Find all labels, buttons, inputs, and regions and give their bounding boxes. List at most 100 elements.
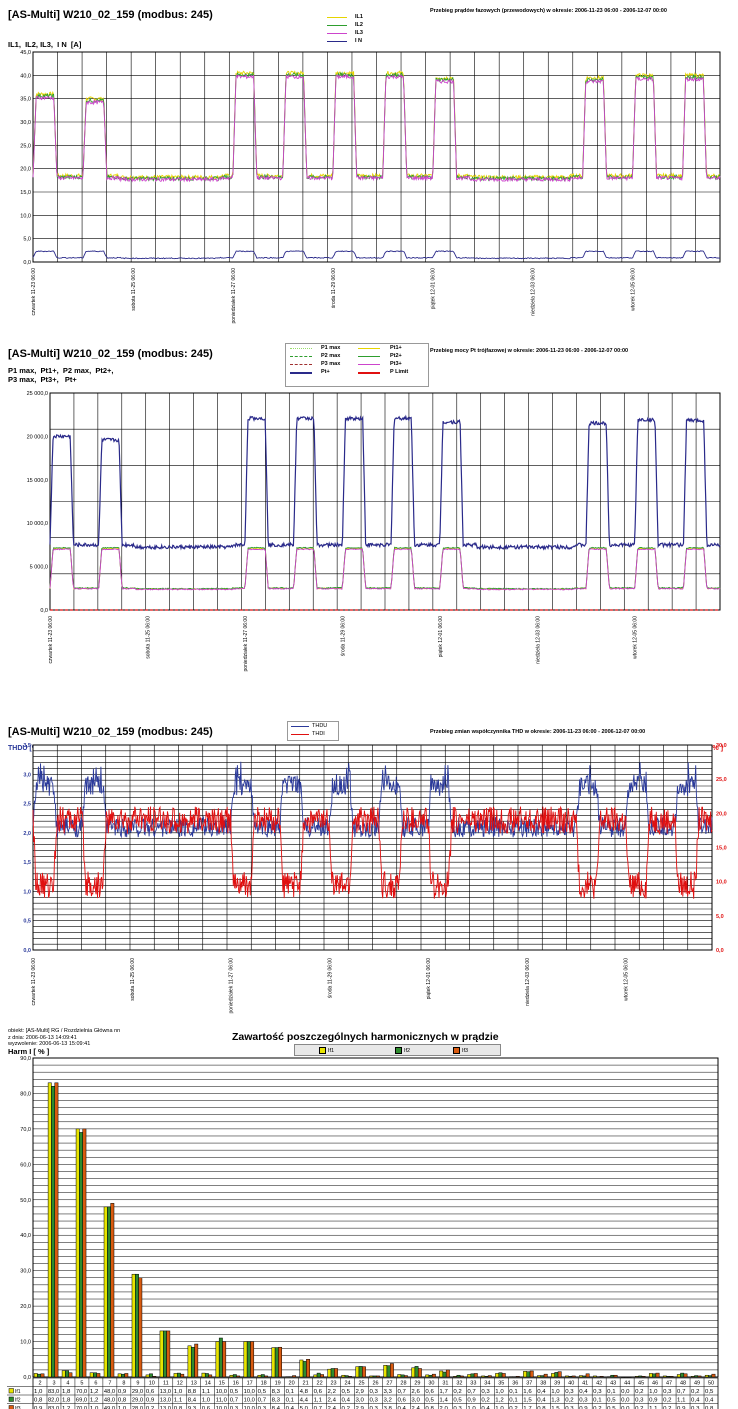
table-cell-value: 70,0	[76, 1406, 87, 1409]
y-axis-label: P1 max, Pt1+, P2 max, Pt2+, P3 max, Pt3+…	[8, 366, 114, 384]
bar-if2	[149, 1373, 153, 1378]
table-cell-value: 2,9	[356, 1406, 365, 1409]
bar-if1	[299, 1359, 304, 1378]
bar-if1	[341, 1374, 346, 1378]
table-cell-value: 1,7	[523, 1406, 532, 1409]
bar-if3	[208, 1374, 213, 1378]
table-cell-value: 83,0	[48, 1406, 59, 1409]
harmonic-order-label: 12	[177, 1381, 183, 1387]
bar-if3	[194, 1343, 199, 1378]
harmonic-order-label: 45	[638, 1381, 644, 1387]
bar-if3	[320, 1374, 324, 1378]
table-cell-value: 2,2	[328, 1389, 337, 1395]
bar-if2	[121, 1373, 125, 1378]
table-cell-value: 0,7	[397, 1389, 406, 1395]
table-cell-value: 3,0	[356, 1398, 365, 1404]
table-cell-value: 0,0	[621, 1398, 630, 1404]
bar-if2	[204, 1373, 209, 1378]
table-cell-value: 1,1	[314, 1398, 323, 1404]
table-cell-value: 0,6	[202, 1406, 211, 1409]
bar-if3	[138, 1277, 143, 1378]
table-cell-value: 0,2	[593, 1406, 602, 1409]
harmonic-order-label: 42	[596, 1381, 602, 1387]
table-cell-value: 48,0	[104, 1389, 115, 1395]
bar-if1	[509, 1376, 514, 1378]
y-tick-label: 5,0	[23, 237, 31, 243]
harmonic-order-label: 43	[610, 1381, 616, 1387]
legend-label: P1 max	[321, 345, 341, 351]
table-cell-value: 0,2	[146, 1406, 155, 1409]
bar-if3	[376, 1375, 380, 1378]
chart-subtitle: Przebieg zmian współczynnika THD w okres…	[430, 729, 646, 735]
table-cell-value: 0,7	[314, 1406, 323, 1409]
table-cell-value: 0,9	[677, 1406, 686, 1409]
bar-if1	[257, 1374, 262, 1378]
legend-label: Pt2+	[390, 353, 402, 359]
table-cell-value: 0,8	[118, 1398, 127, 1404]
x-tick-label: piątek 12-01 06:00	[431, 268, 437, 310]
bar-if1	[523, 1371, 527, 1378]
bar-if3	[152, 1376, 157, 1378]
legend-label: IL1	[355, 14, 363, 20]
table-cell-value: 29,0	[132, 1398, 143, 1404]
bar-if3	[250, 1341, 255, 1378]
y-tick-label: 10,0	[20, 1340, 31, 1346]
harmonic-order-label: 35	[498, 1381, 504, 1387]
bar-if3	[459, 1375, 464, 1378]
bar-if1	[593, 1375, 597, 1378]
bar-if1	[648, 1373, 653, 1378]
harmonic-order-label: 47	[666, 1381, 672, 1387]
legend: If1 If2 If3	[294, 1044, 501, 1056]
table-cell-value: 0,3	[593, 1389, 602, 1395]
thd-chart: 0,0 0,5 1,0 1,5 2,0 2,5 3,0 3,5 0,0 5,0 10,0 15,0 20…	[23, 743, 726, 1014]
harmonic-order-label: 37	[526, 1381, 532, 1387]
power-chart: 0,0 5 000,0 10 000,0 15 000,0 20 000,0 25 000…	[27, 391, 721, 672]
table-cell-value: 0,2	[342, 1406, 351, 1409]
bar-if3	[68, 1372, 73, 1378]
table-cell-value: 0,4	[537, 1389, 546, 1395]
bar-if3	[390, 1363, 394, 1378]
table-cell-value: 1,0	[495, 1406, 504, 1409]
bar-if2	[93, 1372, 97, 1378]
bar-if2	[260, 1374, 265, 1378]
table-cell-value: 1,0	[174, 1389, 183, 1395]
table-cell-value: 0,3	[370, 1389, 379, 1395]
bar-if3	[362, 1366, 366, 1378]
bar-if3	[292, 1375, 296, 1378]
series-line-in	[32, 250, 720, 260]
table-cell-value: 0,5	[607, 1406, 616, 1409]
bar-if3	[82, 1128, 87, 1378]
bar-if2	[190, 1346, 195, 1378]
table-cell-value: 1,0	[34, 1389, 43, 1395]
table-cell-value: 1,0	[90, 1406, 99, 1409]
y-tick-label: 20 000,0	[27, 434, 48, 440]
harmonic-order-label: 10	[149, 1381, 155, 1387]
bar-if1	[425, 1374, 430, 1378]
table-cell-value: 0,2	[663, 1406, 672, 1409]
table-cell-value: 0,3	[258, 1406, 267, 1409]
table-cell-value: 0,5	[453, 1398, 462, 1404]
legend-swatch-il2	[327, 25, 347, 26]
table-cell-value: 0,9	[118, 1389, 127, 1395]
table-cell-value: 0,2	[635, 1406, 644, 1409]
table-cell-value: 1,7	[439, 1389, 448, 1395]
bar-if1	[397, 1374, 402, 1378]
table-cell-value: 0,7	[467, 1389, 476, 1395]
harmonic-order-label: 4	[66, 1381, 69, 1387]
table-cell-value: 0,9	[467, 1398, 476, 1404]
y-tick-label: 0,5	[23, 919, 31, 925]
table-cell-value: 10,0	[216, 1406, 227, 1409]
bar-if3	[334, 1368, 338, 1378]
legend-label: P3 max	[321, 361, 341, 367]
table-series-name: If3	[15, 1406, 21, 1409]
table-cell-value: 29,0	[132, 1389, 143, 1395]
y-tick-label: 30,0	[20, 1269, 31, 1275]
bar-if3	[40, 1373, 45, 1378]
table-cell-value: 28,0	[132, 1406, 143, 1409]
bar-if1	[187, 1345, 192, 1378]
y-tick-label: 25,0	[20, 143, 31, 149]
bar-if2	[610, 1374, 615, 1378]
table-cell-value: 0,9	[34, 1406, 43, 1409]
table-cell-value: 0,7	[258, 1398, 267, 1404]
table-cell-value: 8,3	[272, 1398, 281, 1404]
